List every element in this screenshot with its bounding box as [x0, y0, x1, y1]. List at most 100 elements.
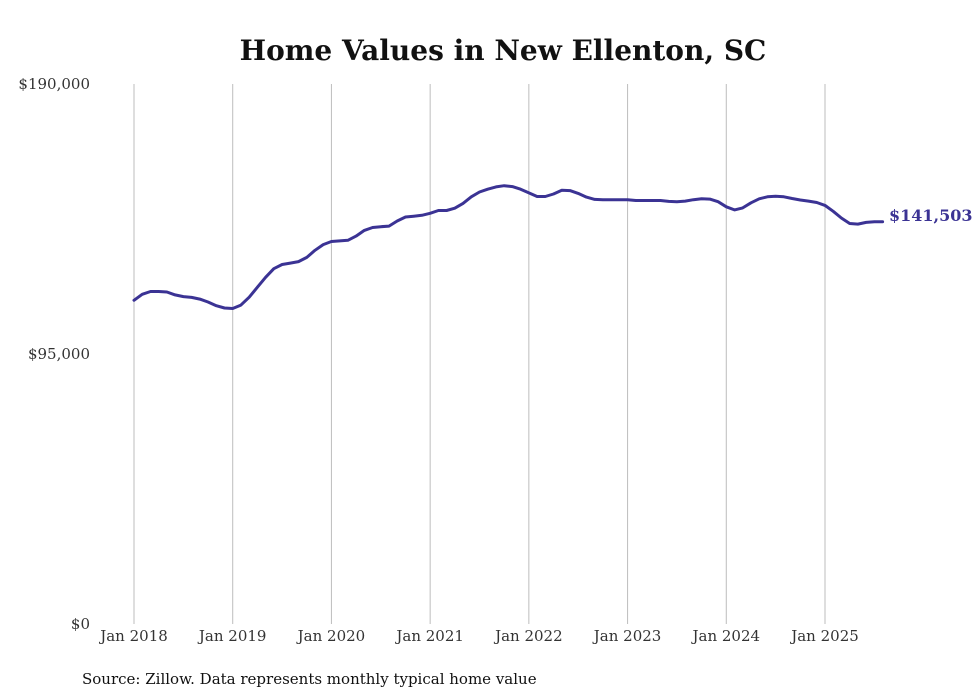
data-point	[495, 186, 497, 188]
data-point	[174, 294, 176, 296]
chart-title: Home Values in New Ellenton, SC	[240, 34, 767, 67]
data-point	[799, 199, 801, 201]
data-point	[454, 207, 456, 209]
data-point	[215, 305, 217, 307]
data-point	[750, 202, 752, 204]
x-tick-label: Jan 2024	[691, 627, 761, 645]
x-axis: Jan 2018 Jan 2019 Jan 2020 Jan 2021 Jan 2022…	[98, 627, 859, 645]
x-tick-label: Jan 2019	[197, 627, 267, 645]
data-point	[207, 301, 209, 303]
y-tick-label: $95,000	[28, 345, 90, 363]
data-point	[676, 201, 678, 203]
data-point	[372, 226, 374, 229]
data-point	[421, 214, 423, 216]
data-point	[561, 189, 563, 191]
data-point	[297, 261, 300, 263]
data-point	[569, 190, 571, 192]
data-point	[339, 240, 341, 242]
data-point	[717, 201, 719, 203]
data-point	[289, 262, 291, 264]
data-point	[659, 199, 662, 202]
data-point	[528, 192, 530, 194]
data-point	[725, 206, 727, 208]
data-point	[470, 196, 472, 198]
data-point	[758, 198, 760, 200]
y-tick-label: $0	[71, 615, 90, 633]
data-point	[240, 304, 242, 306]
data-point	[388, 225, 390, 227]
data-point	[865, 221, 867, 223]
data-point	[618, 199, 620, 201]
data-point	[742, 207, 744, 209]
data-point	[816, 201, 818, 204]
data-point	[462, 202, 464, 204]
data-point	[692, 199, 695, 201]
data-point	[413, 215, 415, 217]
data-point	[684, 200, 686, 202]
data-point	[248, 296, 250, 298]
last-value-label: $141,503	[889, 206, 973, 225]
data-point	[643, 199, 645, 202]
data-point	[487, 188, 489, 190]
data-point	[701, 198, 703, 200]
x-tick-label: Jan 2020	[296, 627, 366, 645]
y-tick-label: $190,000	[18, 75, 90, 93]
plot-area	[132, 184, 885, 310]
data-point	[733, 209, 736, 211]
data-point	[158, 290, 160, 293]
data-point	[314, 249, 316, 251]
x-tick-label: Jan 2018	[98, 627, 168, 645]
data-point	[552, 193, 555, 195]
data-point	[602, 199, 604, 201]
data-point	[503, 185, 505, 187]
data-point	[404, 216, 407, 218]
data-point	[347, 239, 349, 241]
data-point	[306, 256, 308, 258]
x-tick-label: Jan 2022	[493, 627, 563, 645]
data-point	[520, 188, 522, 190]
x-tick-label: Jan 2025	[789, 627, 859, 645]
data-point	[223, 307, 226, 309]
data-point	[824, 204, 826, 206]
data-point	[840, 217, 843, 219]
data-point	[182, 296, 184, 298]
data-point	[149, 290, 152, 293]
data-point	[281, 263, 283, 266]
data-point	[232, 307, 234, 310]
data-point	[610, 199, 612, 201]
data-point	[857, 223, 859, 225]
vertical-gridlines	[133, 84, 826, 624]
data-point	[133, 299, 135, 301]
data-point	[322, 244, 324, 246]
data-point	[832, 210, 834, 212]
data-point	[265, 276, 267, 278]
data-point	[536, 195, 538, 198]
data-point	[627, 199, 629, 201]
data-point	[775, 195, 777, 197]
data-point	[594, 198, 596, 200]
x-tick-label: Jan 2021	[394, 627, 464, 645]
data-point	[791, 197, 793, 200]
data-point	[446, 209, 448, 212]
data-point	[330, 240, 332, 243]
data-point	[437, 209, 439, 212]
data-point	[355, 235, 357, 237]
source-note: Source: Zillow. Data represents monthly …	[82, 670, 537, 688]
data-point	[396, 220, 398, 222]
data-point	[668, 200, 670, 202]
data-point	[585, 196, 588, 198]
series-line-0	[132, 184, 885, 310]
x-tick-label: Jan 2023	[592, 627, 662, 645]
data-point	[363, 229, 365, 231]
data-point	[199, 298, 201, 300]
data-point	[577, 192, 579, 194]
data-point	[511, 186, 513, 188]
data-point	[873, 221, 876, 223]
data-point	[882, 221, 884, 223]
data-point	[651, 199, 653, 202]
data-point	[849, 222, 851, 225]
data-point	[544, 195, 546, 198]
data-point	[273, 268, 275, 270]
data-point	[709, 198, 711, 200]
